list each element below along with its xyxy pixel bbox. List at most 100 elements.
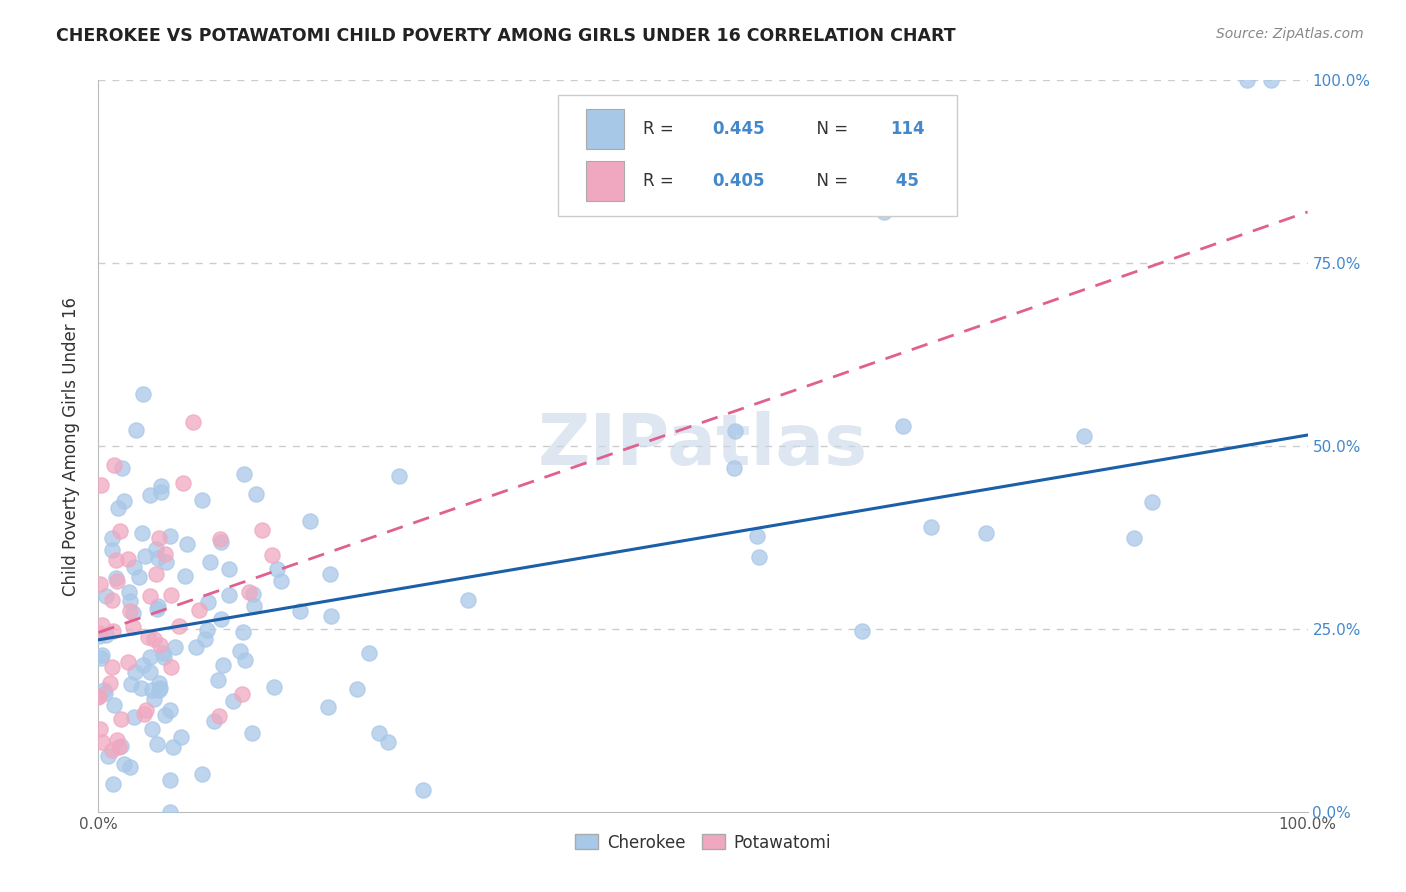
Point: [148, 531, 170, 545]
Point: [132, 387, 155, 401]
Point: [122, 710, 145, 724]
Point: [152, 646, 174, 660]
Point: [172, 476, 194, 491]
Point: [288, 604, 311, 618]
Point: [110, 712, 132, 726]
Point: [135, 703, 157, 717]
Point: [118, 760, 141, 774]
Point: [145, 737, 167, 751]
Point: [131, 525, 153, 540]
Point: [155, 707, 177, 722]
Point: [974, 525, 997, 540]
Point: [132, 707, 155, 722]
Point: [139, 488, 162, 502]
Point: [920, 520, 942, 534]
Point: [129, 681, 152, 696]
Point: [240, 726, 263, 740]
Point: [319, 567, 342, 582]
Point: [121, 620, 143, 634]
Point: [159, 529, 181, 543]
Point: [139, 665, 162, 680]
Point: [105, 574, 128, 588]
Point: [162, 740, 184, 755]
Point: [149, 638, 172, 652]
Point: [87, 630, 110, 644]
Point: [346, 682, 368, 697]
Point: [89, 577, 111, 591]
Point: [229, 643, 252, 657]
Point: [319, 609, 342, 624]
Point: [149, 681, 172, 695]
Point: [145, 541, 167, 556]
Point: [191, 767, 214, 781]
Point: [146, 599, 169, 613]
Point: [266, 562, 288, 576]
Bar: [586, 109, 624, 149]
Point: [107, 500, 129, 515]
Point: [90, 617, 112, 632]
Point: [143, 691, 166, 706]
Point: [101, 543, 124, 558]
Point: [368, 726, 391, 740]
Point: [169, 619, 191, 633]
Text: N =: N =: [806, 120, 853, 138]
Point: [242, 587, 264, 601]
Point: [191, 493, 214, 508]
Point: [112, 756, 135, 771]
Text: 0.445: 0.445: [713, 120, 765, 138]
Point: [159, 805, 181, 819]
Point: [118, 594, 141, 608]
FancyBboxPatch shape: [558, 95, 957, 216]
Point: [118, 604, 141, 618]
Point: [723, 460, 745, 475]
Point: [117, 552, 139, 566]
Point: [1073, 429, 1095, 443]
Point: [101, 660, 124, 674]
Point: [148, 676, 170, 690]
Point: [89, 722, 111, 736]
Point: [91, 648, 114, 662]
Point: [117, 655, 139, 669]
Point: [176, 536, 198, 550]
Point: [104, 571, 127, 585]
Point: [187, 603, 209, 617]
Point: [101, 592, 124, 607]
Point: [108, 739, 131, 754]
Point: [142, 632, 165, 646]
Point: [146, 550, 169, 565]
Point: [262, 549, 284, 563]
Point: [111, 461, 134, 475]
Point: [90, 478, 112, 492]
Point: [159, 703, 181, 717]
Point: [101, 624, 124, 639]
Point: [218, 588, 240, 602]
Point: [101, 777, 124, 791]
Point: [104, 553, 127, 567]
Point: [208, 533, 231, 547]
Point: [359, 646, 381, 660]
Text: R =: R =: [643, 172, 679, 190]
Point: [207, 673, 229, 688]
Point: [94, 628, 117, 642]
Point: [377, 735, 399, 749]
Point: [149, 484, 172, 499]
Point: [87, 625, 110, 640]
Point: [250, 523, 273, 537]
Point: [148, 682, 170, 697]
Point: [208, 709, 231, 723]
Point: [128, 570, 150, 584]
Point: [97, 749, 120, 764]
Point: [181, 415, 204, 429]
Point: [125, 424, 148, 438]
Point: [122, 560, 145, 574]
Point: [141, 682, 163, 697]
Point: [243, 599, 266, 613]
Point: [232, 624, 254, 639]
Point: [159, 773, 181, 788]
Point: [747, 529, 769, 543]
Point: [94, 685, 117, 699]
Point: [748, 549, 770, 564]
Point: [1140, 495, 1163, 509]
Point: [145, 602, 167, 616]
Point: [388, 468, 411, 483]
